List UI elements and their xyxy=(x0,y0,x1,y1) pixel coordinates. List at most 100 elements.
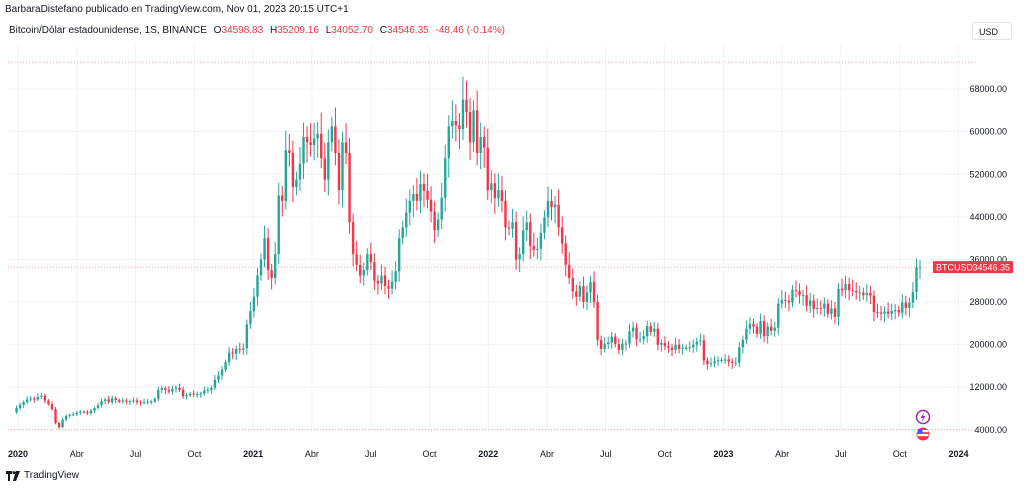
candle-body xyxy=(865,292,869,296)
candle-body xyxy=(238,348,241,350)
candle-body xyxy=(440,197,443,220)
candle-body xyxy=(178,387,181,390)
candle-body xyxy=(787,300,791,303)
candle-body xyxy=(500,190,504,201)
ohlc-high-value: 35209.16 xyxy=(277,25,319,36)
candle-body xyxy=(22,402,25,405)
candle-body xyxy=(206,389,210,391)
candle-body xyxy=(504,200,507,228)
candle-body xyxy=(259,259,263,276)
candle-body xyxy=(199,393,202,395)
candle-body xyxy=(518,254,521,260)
candle-body xyxy=(607,342,610,345)
candle-body xyxy=(397,238,401,272)
candle-body xyxy=(766,326,769,337)
candle-body xyxy=(75,412,78,415)
candle-body xyxy=(670,347,674,350)
price-tick-label: 52000.00 xyxy=(969,169,1007,179)
candle-body xyxy=(288,150,291,153)
candle-body xyxy=(121,400,125,402)
candle-body xyxy=(716,360,720,362)
candle-body xyxy=(808,300,812,306)
candle-body xyxy=(851,290,854,292)
candle-body xyxy=(405,212,408,228)
candle-body xyxy=(139,402,142,404)
candle-body xyxy=(713,361,716,364)
candle-body xyxy=(575,291,578,297)
candle-body xyxy=(557,204,560,228)
price-tick-label: 44000.00 xyxy=(969,212,1007,222)
candle-body xyxy=(54,409,57,423)
price-tick-label: 28000.00 xyxy=(969,297,1007,307)
candle-body xyxy=(801,295,805,297)
candle-body xyxy=(426,190,429,200)
candle-body xyxy=(553,204,557,208)
candle-body xyxy=(351,222,355,255)
candle-body xyxy=(25,399,29,403)
candle-body xyxy=(578,286,582,297)
flag-canton xyxy=(918,429,923,433)
candle-body xyxy=(798,290,801,296)
price-tick-label: 20000.00 xyxy=(969,340,1007,350)
candle-body xyxy=(794,289,798,291)
candle-body xyxy=(408,200,412,213)
time-tick-label: Oct xyxy=(422,449,437,459)
candle-body xyxy=(270,270,273,279)
candle-body xyxy=(366,254,369,271)
candle-body xyxy=(621,343,624,350)
candle-body xyxy=(582,286,585,303)
candle-body xyxy=(235,348,238,354)
candle-body xyxy=(684,347,688,349)
time-tick-label: Oct xyxy=(893,449,908,459)
candle-body xyxy=(759,321,762,334)
candle-body xyxy=(47,400,50,405)
candle-body xyxy=(479,136,482,153)
candle-body xyxy=(135,400,139,403)
candle-body xyxy=(167,389,171,392)
candle-body xyxy=(663,343,667,347)
candle-body xyxy=(277,195,280,255)
currency-button[interactable]: USD xyxy=(972,22,1012,40)
time-tick-label: Abr xyxy=(775,449,789,459)
candle-body xyxy=(486,147,489,191)
candle-body xyxy=(164,388,167,390)
candle-body xyxy=(560,227,564,244)
candle-body xyxy=(699,340,702,342)
candle-body xyxy=(444,158,447,198)
candle-body xyxy=(203,390,206,394)
candle-body xyxy=(125,400,128,402)
candle-body xyxy=(468,111,472,143)
ohlc-high: H35209.16 xyxy=(270,25,319,36)
candle-body xyxy=(419,183,422,201)
price-tick-label: 60000.00 xyxy=(969,127,1007,137)
candle-body xyxy=(305,136,309,143)
candle-body xyxy=(653,328,656,332)
candle-body xyxy=(521,230,525,255)
candle-body xyxy=(103,399,107,402)
candle-body xyxy=(532,246,536,250)
time-tick-label: 2021 xyxy=(243,449,263,459)
candle-body xyxy=(738,347,741,363)
candle-body xyxy=(192,393,195,395)
candle-body xyxy=(458,125,461,129)
price-tick-label: 68000.00 xyxy=(969,84,1007,94)
event-markers[interactable] xyxy=(915,409,931,441)
candle-body xyxy=(111,398,114,403)
candle-body xyxy=(341,142,344,191)
price-axis: 68000.00 60000.00 52000.00 44000.00 36000.00… xyxy=(969,84,1007,435)
price-label-bg xyxy=(933,261,1013,274)
candle-body xyxy=(146,401,149,403)
time-tick-label: 2020 xyxy=(8,449,28,459)
candle-body xyxy=(507,227,511,229)
ohlc-low: L34052.70 xyxy=(326,25,373,36)
candle-body xyxy=(667,346,670,348)
candle-body xyxy=(642,336,645,340)
candle-body xyxy=(816,307,819,309)
candle-body xyxy=(50,404,54,410)
candle-body xyxy=(298,163,302,180)
time-tick-label: Jul xyxy=(600,449,612,459)
candle-body xyxy=(890,311,893,314)
time-tick-label: Abr xyxy=(540,449,554,459)
candle-body xyxy=(327,142,330,180)
